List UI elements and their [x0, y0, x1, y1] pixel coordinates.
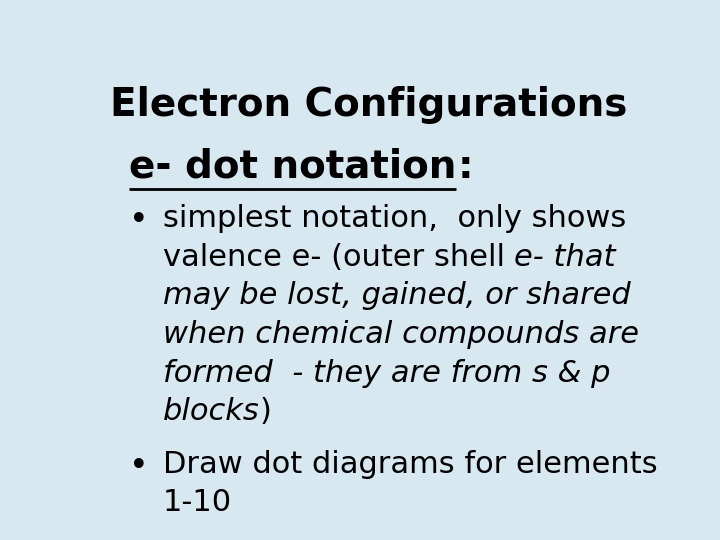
Text: :: : — [458, 148, 474, 186]
Text: may be lost, gained, or shared: may be lost, gained, or shared — [163, 281, 630, 310]
Text: •: • — [129, 204, 149, 237]
Text: formed  - they are from s & p: formed - they are from s & p — [163, 359, 610, 388]
Text: e- dot notation: e- dot notation — [129, 148, 456, 186]
Text: valence e- (outer shell: valence e- (outer shell — [163, 243, 514, 272]
Text: •: • — [129, 450, 149, 483]
Text: simplest notation,  only shows: simplest notation, only shows — [163, 204, 626, 233]
Text: Draw dot diagrams for elements: Draw dot diagrams for elements — [163, 450, 657, 478]
Text: 1-10: 1-10 — [163, 488, 232, 517]
Text: when chemical compounds are: when chemical compounds are — [163, 320, 639, 349]
Text: Electron Configurations: Electron Configurations — [110, 85, 628, 124]
Text: ): ) — [259, 397, 271, 427]
Text: blocks: blocks — [163, 397, 259, 427]
Text: e- that: e- that — [514, 243, 616, 272]
